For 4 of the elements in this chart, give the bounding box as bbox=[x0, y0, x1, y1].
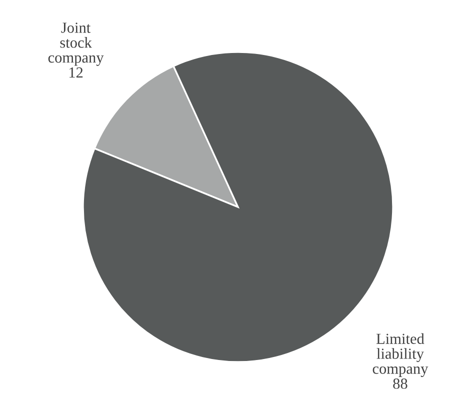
slice-label: Limited liability company bbox=[372, 333, 428, 377]
slice-label: Joint stock company bbox=[48, 22, 104, 66]
data-label: 12 bbox=[69, 67, 83, 78]
data-label: 88 bbox=[393, 378, 408, 389]
